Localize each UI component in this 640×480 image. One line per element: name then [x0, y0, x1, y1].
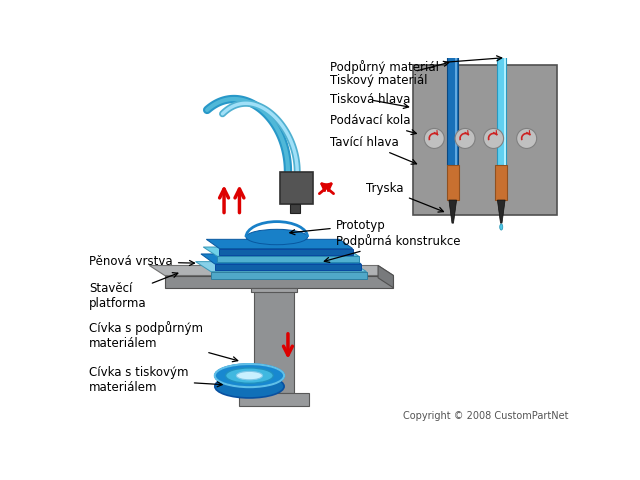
Bar: [289, 204, 300, 213]
Polygon shape: [164, 276, 394, 288]
Circle shape: [516, 129, 537, 148]
Polygon shape: [378, 265, 394, 288]
Bar: [497, 46, 506, 166]
Polygon shape: [497, 200, 505, 223]
Bar: [413, 65, 557, 216]
Polygon shape: [149, 265, 394, 276]
Ellipse shape: [215, 364, 284, 387]
Text: Podpůrný materiál: Podpůrný materiál: [330, 56, 502, 74]
Polygon shape: [220, 249, 353, 255]
Ellipse shape: [225, 368, 273, 384]
Text: Cívka s tiskovým
materiálem: Cívka s tiskovým materiálem: [90, 366, 222, 394]
Polygon shape: [204, 247, 359, 256]
Text: Tryska: Tryska: [367, 182, 444, 212]
Bar: [239, 393, 308, 407]
Bar: [504, 46, 506, 166]
Text: Tisková hlava: Tisková hlava: [330, 94, 411, 108]
Ellipse shape: [500, 224, 503, 230]
Text: Podpůrná konstrukce: Podpůrná konstrukce: [324, 234, 460, 263]
Bar: [455, 46, 458, 166]
Bar: [447, 166, 459, 200]
Text: Cívka s podpůrným
materiálem: Cívka s podpůrným materiálem: [90, 321, 237, 362]
Text: Prototyp: Prototyp: [290, 219, 385, 235]
Polygon shape: [211, 272, 367, 279]
Polygon shape: [217, 256, 359, 263]
Polygon shape: [201, 254, 361, 264]
Circle shape: [424, 129, 444, 148]
Ellipse shape: [246, 229, 308, 245]
Polygon shape: [449, 200, 456, 223]
Text: Copyright © 2008 CustomPartNet: Copyright © 2008 CustomPartNet: [403, 411, 568, 421]
Polygon shape: [206, 240, 353, 249]
Ellipse shape: [215, 375, 284, 398]
Text: Pěnová vrstva: Pěnová vrstva: [90, 255, 195, 268]
Polygon shape: [215, 264, 361, 270]
Text: Podávací kola: Podávací kola: [330, 114, 417, 134]
Ellipse shape: [236, 372, 262, 380]
Bar: [495, 166, 508, 200]
Circle shape: [455, 129, 475, 148]
Polygon shape: [196, 262, 367, 272]
Text: Tiskový materiál: Tiskový materiál: [330, 61, 449, 87]
Text: Tavící hlava: Tavící hlava: [330, 136, 417, 164]
Text: Stavěcí
platforma: Stavěcí platforma: [90, 273, 178, 311]
Circle shape: [484, 129, 504, 148]
Bar: [447, 46, 458, 166]
Bar: [254, 288, 294, 393]
Bar: [251, 288, 297, 292]
Bar: [280, 171, 312, 204]
